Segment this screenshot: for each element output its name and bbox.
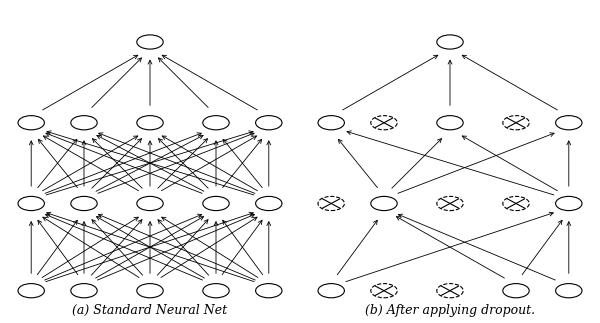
Circle shape (137, 196, 163, 211)
Circle shape (256, 284, 282, 298)
Circle shape (256, 116, 282, 130)
Circle shape (503, 116, 529, 130)
Circle shape (203, 196, 229, 211)
Circle shape (137, 35, 163, 49)
Circle shape (318, 196, 344, 211)
Circle shape (18, 116, 44, 130)
Circle shape (18, 284, 44, 298)
Circle shape (437, 35, 463, 49)
Circle shape (503, 284, 529, 298)
Circle shape (371, 116, 397, 130)
Circle shape (371, 284, 397, 298)
Circle shape (203, 116, 229, 130)
Circle shape (437, 284, 463, 298)
Circle shape (318, 284, 344, 298)
Circle shape (556, 116, 582, 130)
Circle shape (137, 284, 163, 298)
Circle shape (71, 116, 97, 130)
Circle shape (318, 116, 344, 130)
Circle shape (137, 116, 163, 130)
Circle shape (556, 196, 582, 211)
Circle shape (437, 116, 463, 130)
Circle shape (71, 284, 97, 298)
Circle shape (203, 284, 229, 298)
Circle shape (503, 196, 529, 211)
Circle shape (71, 196, 97, 211)
Text: (a) Standard Neural Net: (a) Standard Neural Net (73, 304, 227, 317)
Circle shape (371, 196, 397, 211)
Text: (b) After applying dropout.: (b) After applying dropout. (365, 304, 535, 317)
Circle shape (556, 284, 582, 298)
Circle shape (18, 196, 44, 211)
Circle shape (437, 196, 463, 211)
Circle shape (256, 196, 282, 211)
